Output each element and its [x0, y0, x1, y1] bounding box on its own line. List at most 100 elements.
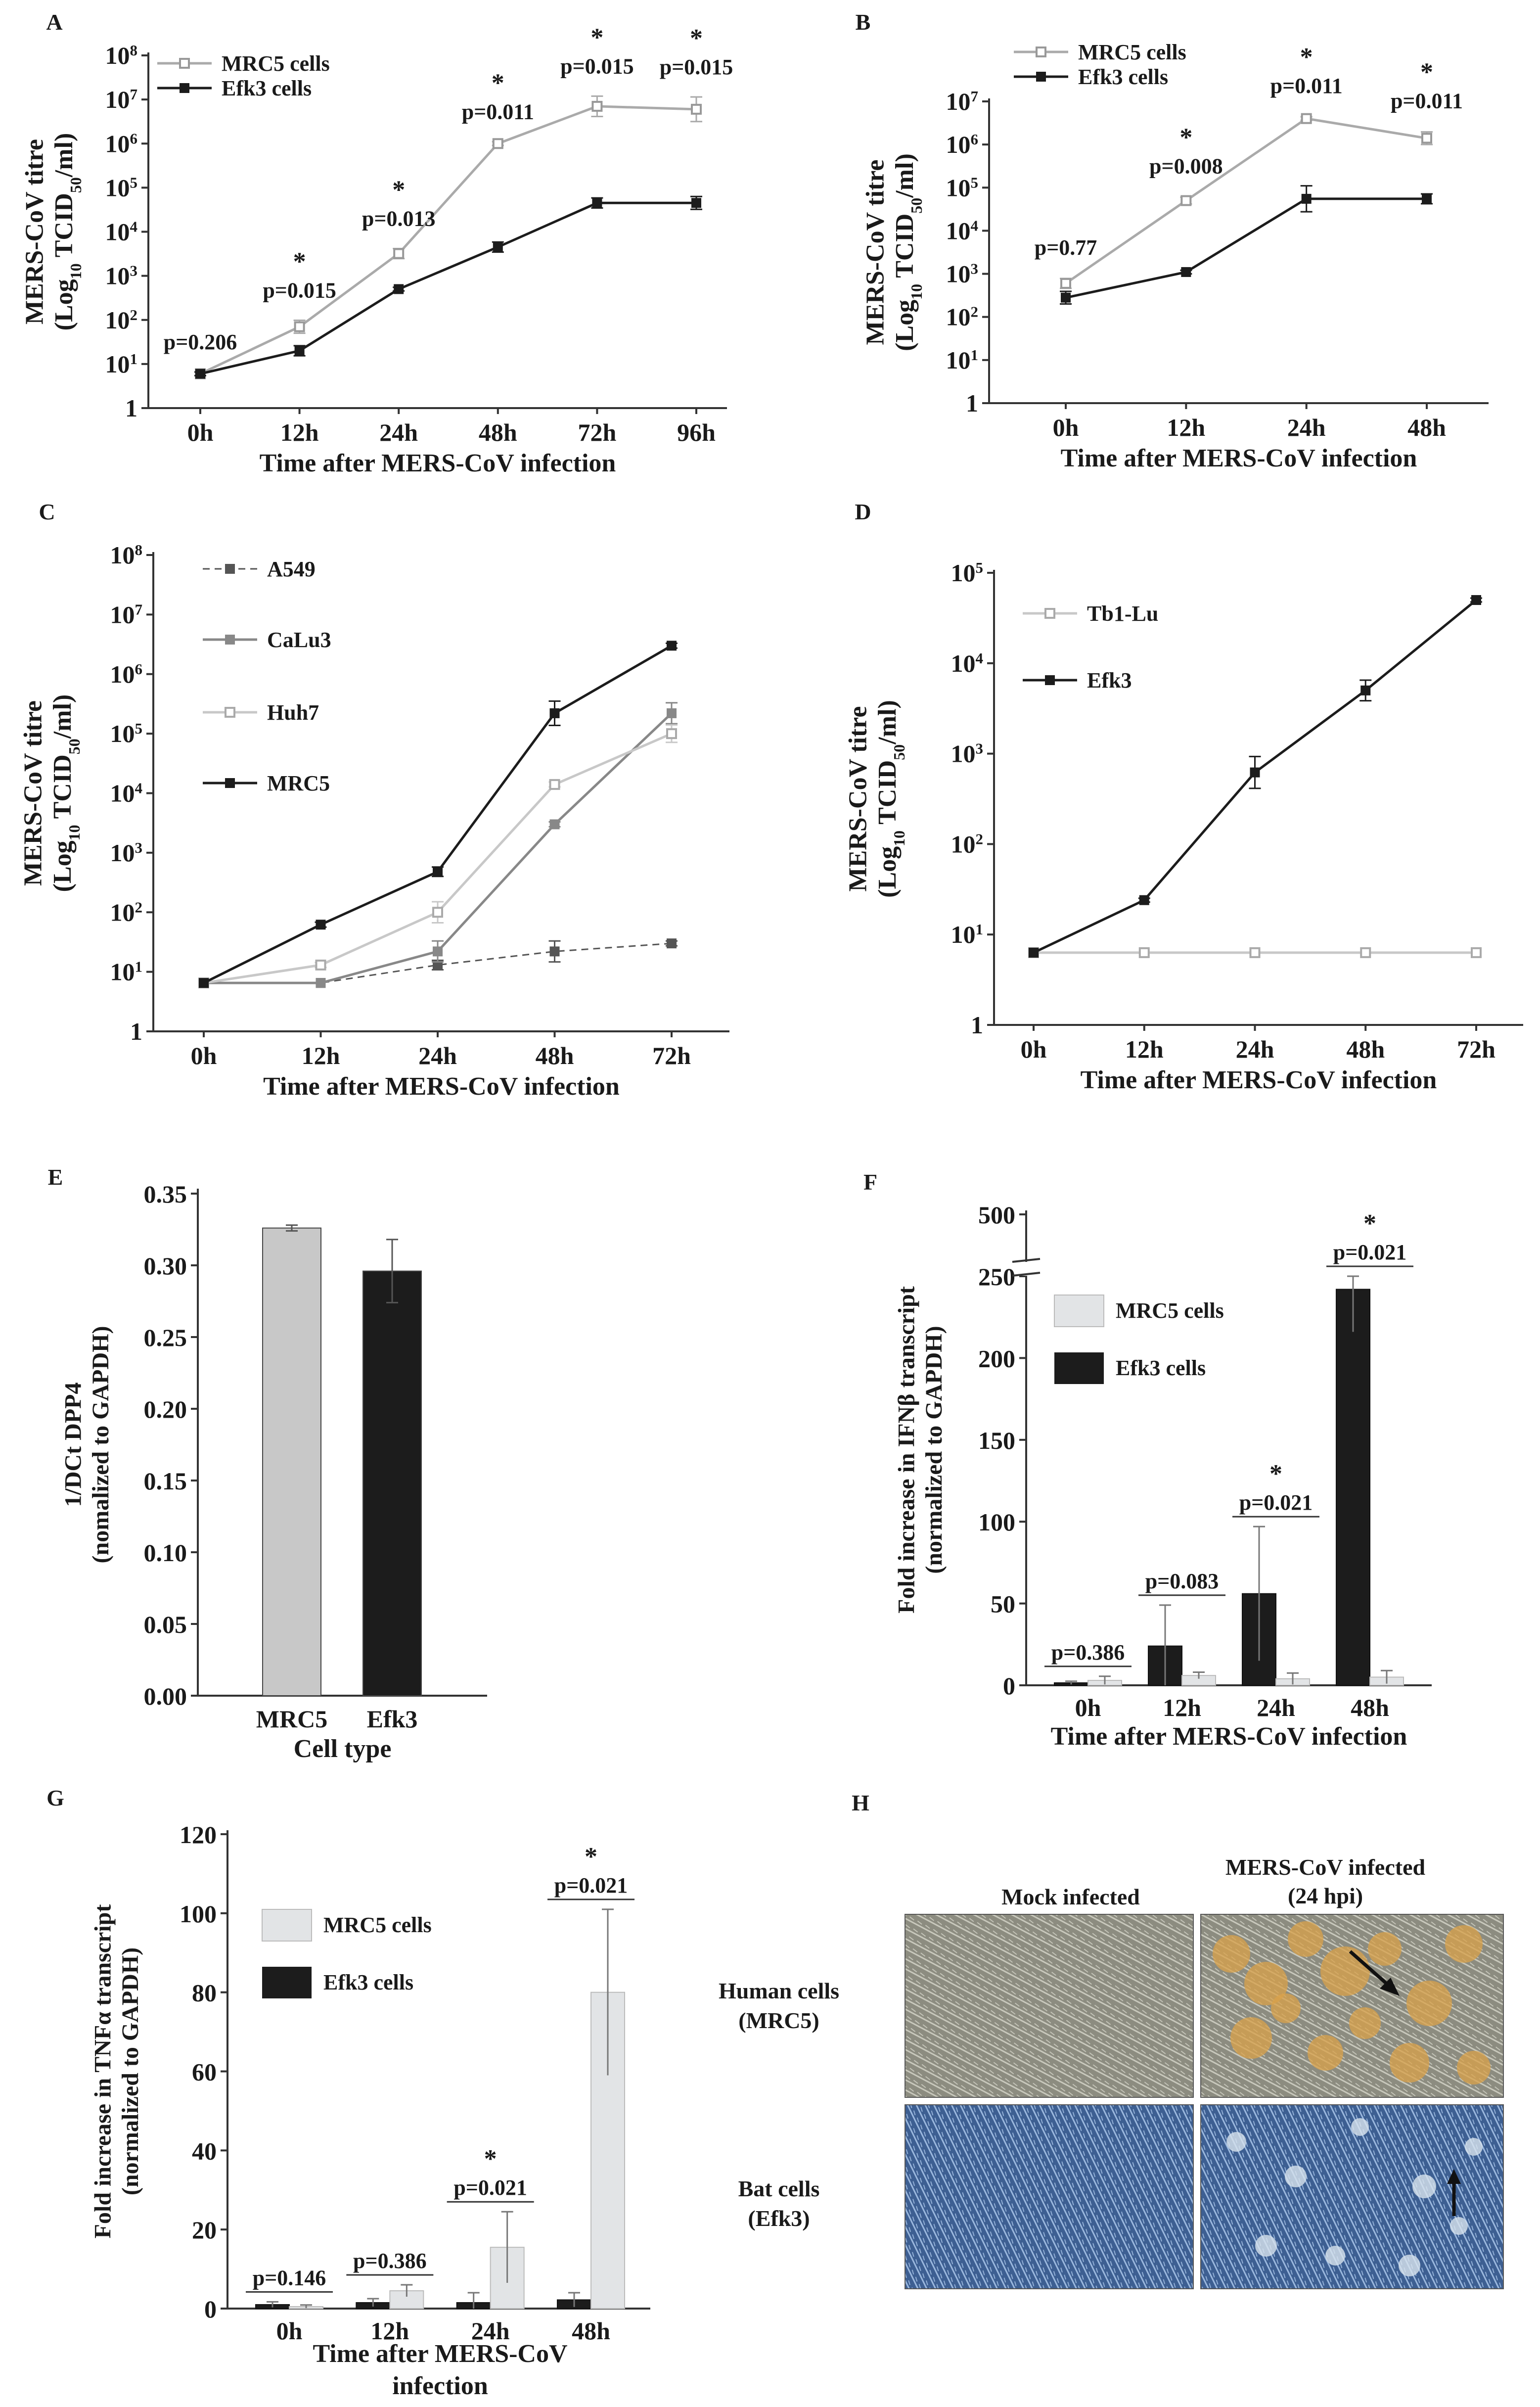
x-tick-label: 12h	[302, 1042, 340, 1069]
y-tick-label: 250	[978, 1263, 1015, 1291]
legend-marker	[179, 58, 190, 69]
y-axis-label-line1: MERS-CoV titre	[19, 700, 47, 886]
y-tick-label: 106	[946, 131, 979, 159]
y-tick-label: 101	[951, 921, 984, 949]
y-tick-label: 105	[105, 174, 138, 202]
data-point	[492, 138, 503, 149]
data-point	[393, 248, 405, 259]
p-value-label: p=0.021	[554, 1873, 628, 1898]
y-axis-label-line2: (Log10 TCID50/ml)	[891, 153, 925, 351]
p-value-label: p=0.021	[453, 2176, 527, 2200]
data-point	[1249, 947, 1261, 958]
x-axis-label: Time after MERS-CoV infection	[1061, 444, 1417, 472]
data-point	[1250, 767, 1260, 778]
arrow-head	[1380, 1978, 1400, 1996]
y-tick-label: 100	[978, 1508, 1015, 1536]
data-point	[549, 708, 560, 718]
x-tick-label: 72h	[652, 1042, 691, 1069]
p-value-label: p=0.013	[362, 206, 436, 231]
data-point	[1029, 947, 1039, 958]
panel-g: G 0 20 40 60 80 100 120 0h p=0.146 12h p=0.386 24h p=…	[46, 1785, 650, 2400]
x-tick-label: 12h	[1163, 1694, 1201, 1721]
infected-cell-cluster	[1244, 1962, 1288, 2005]
x-tick-label: 24h	[1257, 1694, 1295, 1721]
y-tick-label: 0.10	[144, 1539, 187, 1567]
p-value-label: p=0.021	[1239, 1490, 1313, 1515]
data-point	[433, 867, 443, 877]
y-axis-label: MERS-CoV titre (Log10 TCID50/ml)	[861, 153, 925, 351]
data-point	[1138, 947, 1150, 958]
y-tick-label: 0.30	[144, 1252, 187, 1280]
significance-star: *	[492, 69, 504, 97]
x-tick-label: Efk3	[367, 1705, 418, 1733]
data-point	[316, 978, 326, 988]
y-tick-label: 0.05	[144, 1611, 187, 1638]
y-tick-label: 20	[192, 2216, 217, 2244]
x-axis-label: Cell type	[294, 1735, 392, 1763]
y-tick-label: 105	[946, 174, 979, 202]
data-point	[199, 978, 209, 988]
infected-cell-focus	[1226, 2132, 1246, 2152]
y-axis-label-line1: 1/DCt DPP4	[60, 1383, 87, 1507]
x-tick-label: 24h	[471, 2317, 510, 2345]
y-tick-label: 103	[105, 262, 138, 290]
x-axis-label: Time after MERS-CoV infection	[1081, 1066, 1437, 1094]
y-tick-label: 0.25	[144, 1324, 187, 1351]
infected-cell-focus	[1325, 2246, 1345, 2266]
y-tick-label: 104	[951, 649, 984, 677]
x-tick-label: 48h	[1346, 1035, 1385, 1063]
panel-a: A 1 101 102 103 104 105 106 107 108 0h 12h 24h 48h 72h…	[20, 9, 733, 477]
p-value-label: p=0.386	[353, 2249, 427, 2273]
panel-letter: A	[46, 9, 62, 35]
x-tick-label: 0h	[276, 2317, 303, 2345]
y-tick-label: 102	[951, 830, 984, 858]
infected-cell-focus	[1255, 2235, 1277, 2257]
y-tick-label: 80	[192, 1979, 217, 2007]
data-point	[691, 103, 702, 115]
x-axis-label: Time after MERS-CoV infection	[260, 449, 616, 477]
data-point	[1181, 267, 1191, 277]
y-tick-label: 0.20	[144, 1395, 187, 1423]
y-axis-label-line1: Fold increase in TNFα transcript	[90, 1904, 116, 2239]
infected-cell-cluster	[1349, 2007, 1381, 2039]
significance-star: *	[392, 176, 405, 204]
data-point	[1060, 278, 1071, 289]
x-tick-label: 12h	[280, 418, 319, 446]
p-value-label: p=0.146	[253, 2266, 326, 2290]
legend-marker	[1036, 72, 1046, 82]
y-tick-label: 108	[105, 42, 138, 70]
y-tick-label: 102	[105, 306, 138, 334]
p-value-label: p=0.015	[263, 278, 336, 303]
significance-star: *	[1269, 1460, 1282, 1488]
y-axis-label-line1: MERS-CoV titre	[844, 706, 872, 891]
x-tick-label: 0h	[1053, 414, 1079, 441]
y-tick-label: 0.00	[144, 1682, 187, 1710]
infected-cell-cluster	[1390, 2043, 1429, 2083]
data-point	[549, 946, 560, 957]
y-tick-label: 1	[966, 389, 978, 417]
data-point	[316, 920, 326, 930]
infected-cell-cluster	[1213, 1935, 1250, 1973]
panel-b: B 1 101 102 103 104 105 106 107 0h 12h 24h 48h Time a…	[856, 9, 1489, 472]
y-axis-label-line2: (Log10 TCID50/ml)	[48, 694, 83, 892]
y-tick-label: 104	[105, 218, 138, 246]
p-value-label: p=0.011	[462, 100, 534, 124]
infected-cell-focus	[1465, 2138, 1483, 2156]
column-header-mock: Mock infected	[1001, 1884, 1140, 1909]
legend-swatch	[262, 1967, 312, 1998]
legend-label: MRC5 cells	[1078, 40, 1186, 64]
y-tick-label: 101	[946, 346, 979, 374]
x-tick-label: 96h	[677, 418, 716, 446]
data-point	[691, 198, 701, 208]
y-tick-label: 200	[978, 1344, 1015, 1372]
panel-letter: F	[863, 1169, 877, 1195]
y-tick-label: 0	[204, 2295, 217, 2323]
x-axis-label-line2: infection	[392, 2372, 488, 2400]
panel-f: F 0 50 100 150 200 250 500 0h p=0.386 12h p=0.083 24…	[863, 1169, 1432, 1751]
significance-star: *	[484, 2145, 497, 2173]
y-tick-label: 150	[978, 1427, 1015, 1454]
infected-cell-focus	[1450, 2217, 1468, 2235]
bar-efk3	[362, 1270, 422, 1697]
y-axis-label-line2: (Log10 TCID50/ml)	[873, 700, 908, 898]
